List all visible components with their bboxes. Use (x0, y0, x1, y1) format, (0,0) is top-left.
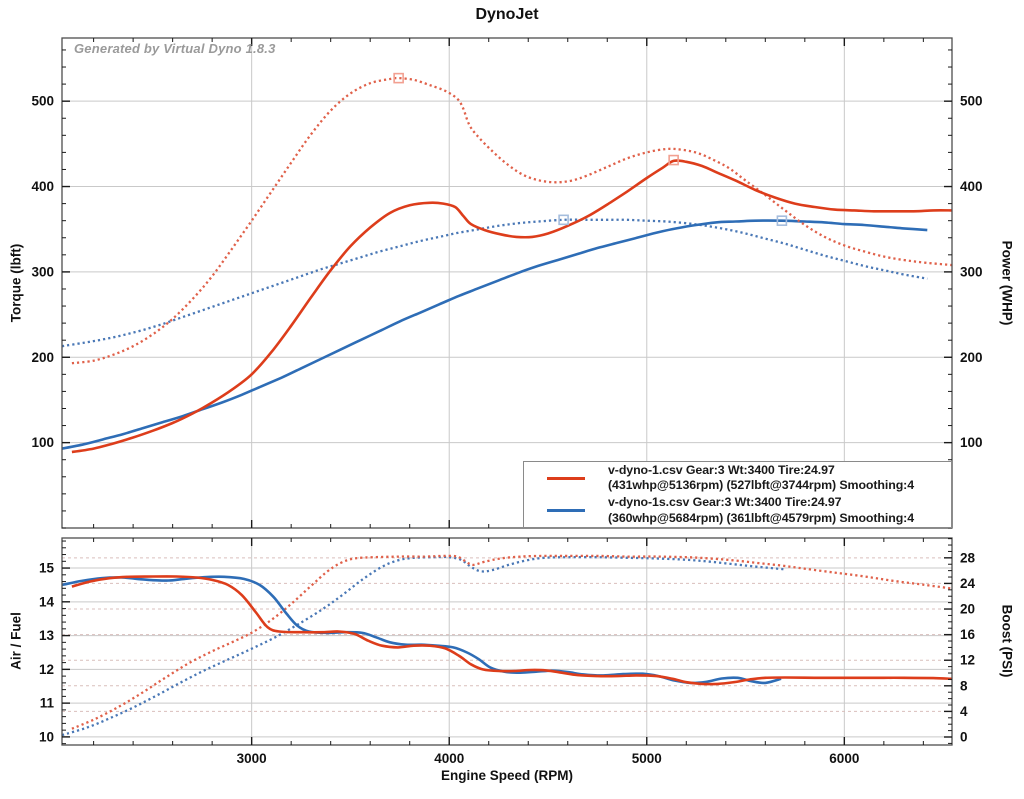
bottom-plot: 10 11 12 13 14 15 0 4 8 12 16 20 24 28 3000 4000 5000 600… (39, 537, 976, 766)
plot-border (61, 537, 953, 746)
legend-run1-line2: (431whp@5136rpm) (527lbft@3744rpm) Smoot… (608, 478, 914, 493)
legend-run2-line1: v-dyno-1s.csv Gear:3 Wt:3400 Tire:24.97 (608, 495, 842, 510)
tick-label: 400 (960, 179, 983, 194)
plot-border (61, 37, 953, 529)
series-line-v-dyno-1s-afr (62, 575, 782, 685)
chart-title: DynoJet (475, 6, 539, 23)
legend-swatch-col (524, 476, 608, 480)
tick-label: 15 (39, 561, 55, 576)
legend-run1-line1: v-dyno-1.csv Gear:3 Wt:3400 Tire:24.97 (608, 462, 835, 477)
series-line-v-dyno-1s-torque (62, 218, 928, 348)
tick-label: 300 (960, 264, 983, 279)
legend-entry-run1: v-dyno-1.csv Gear:3 Wt:3400 Tire:24.97 (… (524, 462, 951, 495)
peak-marker (393, 72, 404, 84)
tick-label: 16 (960, 627, 976, 642)
tick-label: 400 (31, 179, 54, 194)
series-line-v-dyno-1-power (71, 159, 952, 454)
watermark-text: Generated by Virtual Dyno 1.8.3 (74, 41, 276, 56)
peak-marker (558, 214, 569, 226)
legend-run2-line2: (360whp@5684rpm) (361lbft@4579rpm) Smoot… (608, 510, 914, 525)
legend-text-run2: v-dyno-1s.csv Gear:3 Wt:3400 Tire:24.97 … (608, 495, 914, 526)
series-group (62, 76, 952, 454)
tick-label: 5000 (632, 751, 662, 766)
tick-label: 100 (960, 435, 983, 450)
tick-label: 4 (960, 704, 968, 719)
tick-label: 14 (39, 594, 55, 609)
tick-label: 11 (40, 696, 55, 711)
top-plot: 100 200 300 400 500 100 200 300 400 500 (31, 37, 983, 529)
legend-text-run1: v-dyno-1.csv Gear:3 Wt:3400 Tire:24.97 (… (608, 463, 914, 494)
tick-label: 0 (960, 730, 968, 745)
tick-label: 500 (31, 94, 54, 109)
legend-line-sample-blue (547, 509, 585, 513)
legend-swatch-col (524, 509, 608, 513)
tick-label: 12 (39, 662, 54, 677)
series-line-v-dyno-1-boost (71, 554, 952, 730)
tick-label: 300 (31, 264, 54, 279)
peak-marker (668, 154, 679, 166)
tick-label: 200 (31, 350, 54, 365)
tick-label: 100 (31, 435, 54, 450)
legend-box: v-dyno-1.csv Gear:3 Wt:3400 Tire:24.97 (… (523, 461, 952, 528)
series-line-v-dyno-1-afr (71, 575, 952, 686)
legend-line-sample-red (547, 476, 585, 480)
tick-label: 8 (960, 678, 968, 693)
tick-label: 24 (960, 576, 976, 591)
tick-label: 3000 (237, 751, 267, 766)
tick-label: 28 (960, 550, 976, 565)
series-line-v-dyno-1-torque (71, 76, 952, 365)
tick-label: 4000 (434, 751, 464, 766)
tick-label: 6000 (829, 751, 859, 766)
torque-axis-title: Torque (lbft) (8, 243, 24, 323)
x-axis-title: Engine Speed (RPM) (440, 768, 573, 783)
tick-label: 20 (960, 602, 975, 617)
afr-axis-title: Air / Fuel (8, 612, 24, 670)
tick-label: 500 (960, 94, 983, 109)
power-axis-title: Power (WHP) (999, 240, 1015, 326)
tick-label: 13 (39, 628, 55, 643)
legend-entry-run2: v-dyno-1s.csv Gear:3 Wt:3400 Tire:24.97 … (524, 495, 951, 528)
peak-marker (776, 215, 788, 226)
series-group (62, 554, 952, 737)
tick-label: 10 (39, 729, 54, 744)
tick-label: 12 (960, 653, 975, 668)
tick-label: 200 (960, 350, 983, 365)
boost-axis-title: Boost (PSI) (999, 604, 1015, 678)
